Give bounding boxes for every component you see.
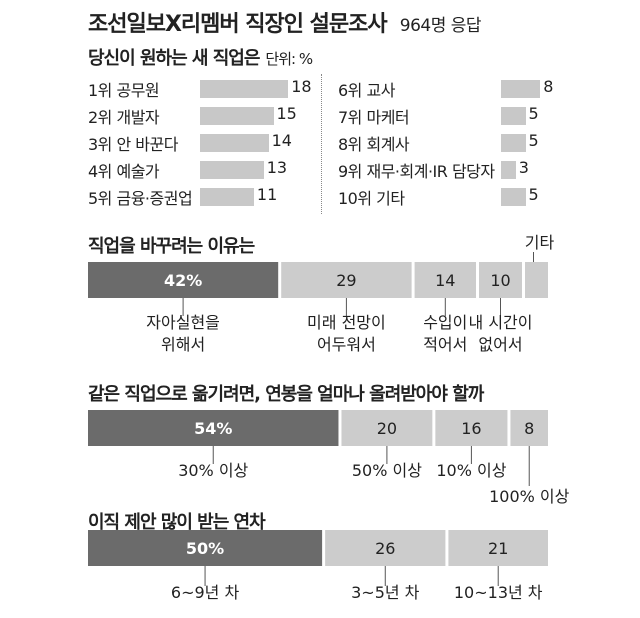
section-title-text: 당신이 원하는 새 직업은 <box>88 48 260 69</box>
category-label: 30% 이상 <box>178 461 248 480</box>
rank-bar <box>200 107 274 125</box>
stack-segment <box>448 530 548 566</box>
rank-item: 2위 개발자 15 <box>88 103 308 129</box>
column-divider <box>321 74 322 214</box>
rank-item: 8위 회계사 5 <box>338 130 558 156</box>
section-title-new-job: 당신이 원하는 새 직업은 단위: % <box>88 44 313 70</box>
category-label: 위해서 <box>161 335 205 354</box>
rank-value: 18 <box>291 77 312 96</box>
rank-value: 5 <box>528 104 539 123</box>
rank-bar <box>200 161 264 179</box>
category-label: 10~13년 차 <box>454 583 543 602</box>
category-label: 미래 전망이 <box>307 313 386 332</box>
rank-value: 3 <box>518 158 529 177</box>
stack-value-label: 21 <box>488 539 508 558</box>
category-label: 기타 <box>525 233 555 252</box>
stack-segment <box>435 410 508 446</box>
rank-item: 5위 금융·증권업 11 <box>88 184 308 210</box>
rank-value: 8 <box>543 77 554 96</box>
stack-value-label: 50% <box>186 539 224 558</box>
sample-size: 964명 응답 <box>399 16 482 36</box>
rank-value: 11 <box>256 185 278 204</box>
stack-value-label: 42% <box>164 271 202 290</box>
stack-segment <box>479 262 522 298</box>
rank-label: 1위 공무원 <box>88 81 160 100</box>
category-label: 6~9년 차 <box>171 583 240 602</box>
rank-bar <box>501 80 541 98</box>
rank-bar <box>200 80 289 98</box>
rank-label: 8위 회계사 <box>338 135 410 154</box>
rank-value: 13 <box>266 158 288 177</box>
rank-bar <box>200 134 269 152</box>
stack-value-label: 20 <box>377 419 397 438</box>
rank-bar <box>501 161 516 179</box>
stack-value-label: 29 <box>336 271 356 290</box>
rank-item: 10위 기타 5 <box>338 184 558 210</box>
rank-bar <box>501 134 526 152</box>
stack-value-label: 26 <box>375 539 395 558</box>
rank-label: 4위 예술가 <box>88 162 160 181</box>
rank-item: 6위 교사 8 <box>338 76 558 102</box>
category-label: 10% 이상 <box>436 461 506 480</box>
rank-value: 15 <box>276 104 297 123</box>
category-label: 자아실현을 <box>146 313 220 332</box>
rank-item: 3위 안 바꾼다 14 <box>88 130 308 156</box>
rank-bar <box>501 107 526 125</box>
section-title-offer-years: 이직 제안 많이 받는 연차 <box>88 512 266 533</box>
unit-label: 단위: % <box>265 50 313 68</box>
rank-value: 14 <box>271 131 292 150</box>
rank-value: 5 <box>528 131 539 150</box>
rank-label: 7위 마케터 <box>338 108 410 127</box>
stack-value-label: 10 <box>490 271 510 290</box>
stack-segment <box>525 262 548 298</box>
stack-segment <box>341 410 433 446</box>
stack-value-label: 16 <box>461 419 481 438</box>
category-label: 3~5년 차 <box>351 583 420 602</box>
section-title-salary: 같은 직업으로 옮기려면, 연봉을 얼마나 올려받아야 할까 <box>88 384 484 405</box>
category-label: 100% 이상 <box>489 487 570 506</box>
rank-bar <box>200 188 254 206</box>
stack-segment <box>88 262 279 298</box>
category-label: 어두워서 <box>317 335 376 354</box>
stack-segment <box>88 530 323 566</box>
section-title-reason: 직업을 바꾸려는 이유는 <box>88 236 255 257</box>
header: 조선일보X리멤버 직장인 설문조사 964명 응답 <box>88 6 482 38</box>
stack-value-label: 8 <box>524 419 534 438</box>
rank-label: 2위 개발자 <box>88 108 160 127</box>
rank-item: 4위 예술가 13 <box>88 157 308 183</box>
page-title: 조선일보X리멤버 직장인 설문조사 <box>88 12 388 37</box>
rank-label: 3위 안 바꾼다 <box>88 135 178 154</box>
stack-segment <box>88 410 339 446</box>
stack-segment <box>510 410 548 446</box>
stack-segment <box>325 530 446 566</box>
category-label: 수입이 <box>423 313 467 332</box>
category-label: 적어서 <box>423 335 467 354</box>
stack-segment <box>414 262 476 298</box>
rank-label: 9위 재무·회계·IR 담당자 <box>338 162 495 181</box>
rank-bar <box>501 188 526 206</box>
rank-label: 10위 기타 <box>338 189 405 208</box>
rank-item: 7위 마케터 5 <box>338 103 558 129</box>
stack-value-label: 14 <box>435 271 455 290</box>
category-label: 내 시간이 <box>469 313 533 332</box>
rank-label: 5위 금융·증권업 <box>88 189 193 208</box>
stack-value-label: 54% <box>194 419 232 438</box>
category-label: 없어서 <box>478 335 522 354</box>
rank-label: 6위 교사 <box>338 81 395 100</box>
category-label: 50% 이상 <box>352 461 422 480</box>
stack-segment <box>281 262 412 298</box>
rank-value: 5 <box>528 185 539 204</box>
rank-item: 9위 재무·회계·IR 담당자 3 <box>338 157 558 183</box>
rank-item: 1위 공무원 18 <box>88 76 312 102</box>
